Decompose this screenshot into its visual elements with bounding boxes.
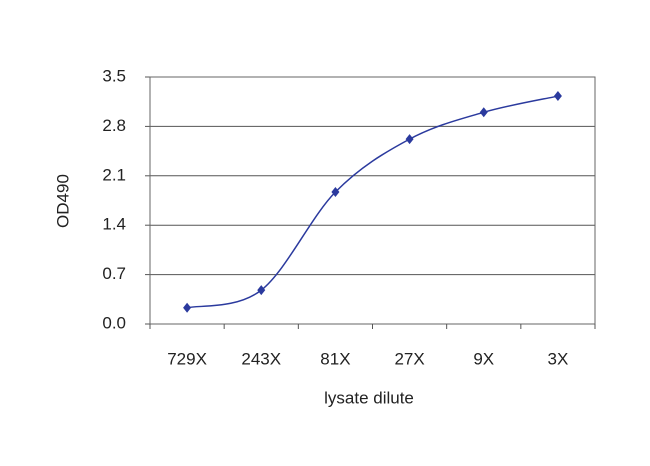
plot-frame xyxy=(149,76,596,325)
x-axis-label: lysate dilute xyxy=(324,388,414,407)
y-tick-label: 1.4 xyxy=(102,215,126,234)
y-tick-label: 0.0 xyxy=(102,313,126,332)
y-tick-label: 2.1 xyxy=(102,165,126,184)
y-axis-label: OD490 xyxy=(53,174,72,228)
y-tick-label: 0.7 xyxy=(102,264,126,283)
marker xyxy=(479,107,488,118)
x-tick-label: 729X xyxy=(167,349,207,368)
marker xyxy=(331,187,340,198)
x-tick-label: 27X xyxy=(394,349,424,368)
marker xyxy=(183,302,192,313)
y-tick-label: 2.8 xyxy=(102,116,126,135)
marker xyxy=(553,91,562,102)
x-tick-label: 9X xyxy=(473,349,494,368)
line xyxy=(186,95,559,309)
x-tick-label: 243X xyxy=(241,349,281,368)
marker xyxy=(405,134,414,145)
x-tick-label: 81X xyxy=(320,349,350,368)
y-tick-label: 3.5 xyxy=(102,66,126,85)
x-tick-label: 3X xyxy=(548,349,569,368)
marker xyxy=(257,285,266,296)
